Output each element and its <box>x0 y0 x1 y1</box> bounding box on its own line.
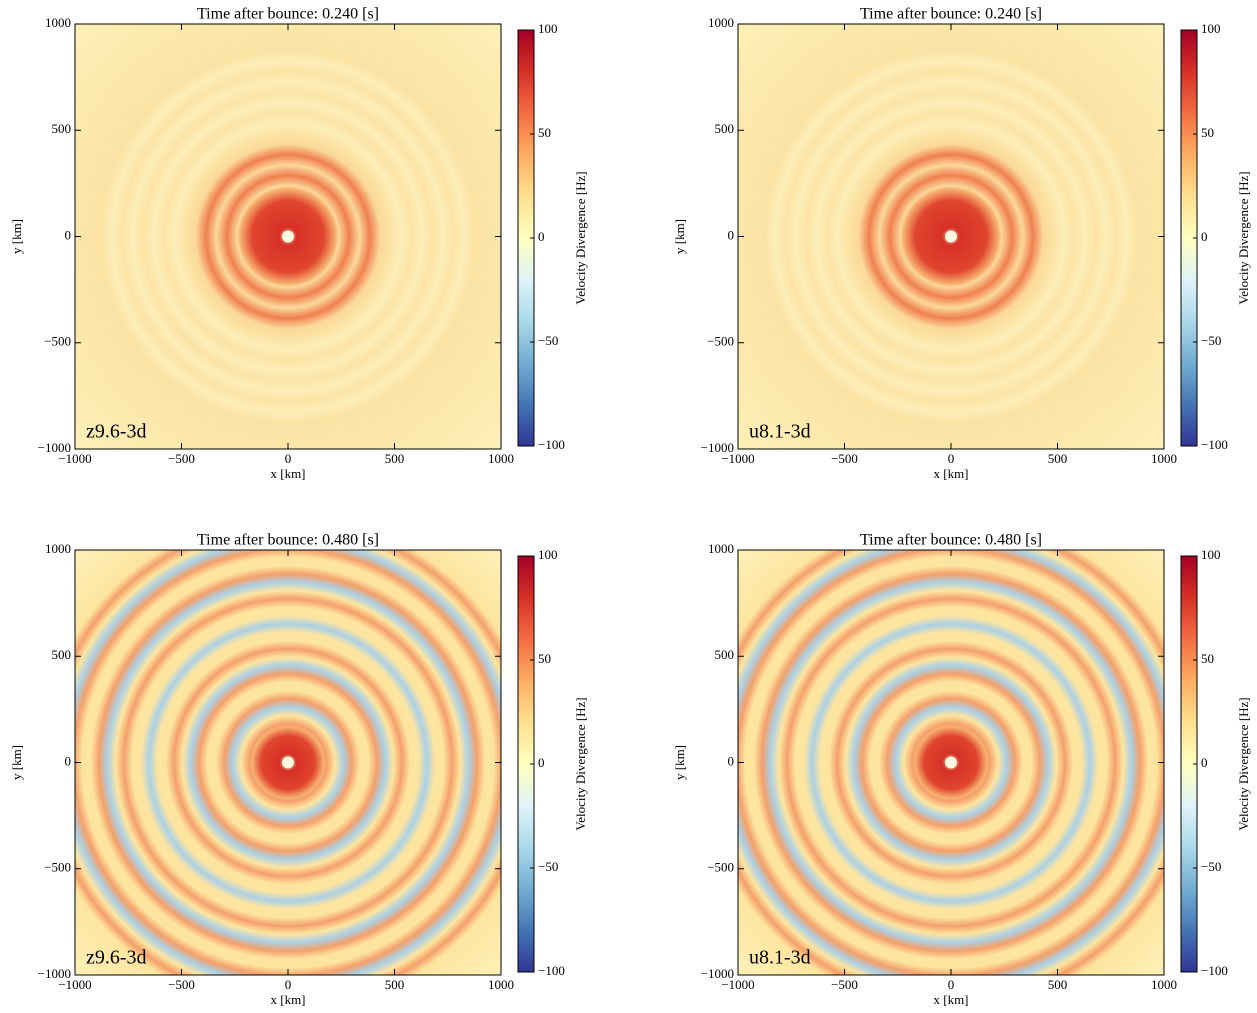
x-axis-label: x [km] <box>270 466 305 481</box>
y-tick-label: 1000 <box>45 541 71 556</box>
y-tick-label: 500 <box>52 121 72 136</box>
colorbar-tick-label: 100 <box>1201 21 1221 36</box>
y-tick-label: −1000 <box>701 966 734 981</box>
colorbar-tick-label: −50 <box>538 333 558 348</box>
colorbar-tick-label: 100 <box>538 21 558 36</box>
axes-title: Time after bounce: 0.240 [s] <box>197 6 379 23</box>
colorbar-tick-label: 100 <box>538 547 558 562</box>
axes-title: Time after bounce: 0.480 [s] <box>197 532 379 549</box>
colorbar-tick-label: −50 <box>1201 333 1221 348</box>
y-tick-label: 500 <box>52 647 72 662</box>
colorbar-tick-label: 0 <box>1201 755 1208 770</box>
colorbar-label: Velocity Divergence [Hz] <box>1236 697 1251 830</box>
y-tick-label: 0 <box>728 227 735 242</box>
x-axis-label: x [km] <box>270 992 305 1007</box>
core <box>282 230 294 243</box>
x-tick-label: 0 <box>948 977 955 992</box>
y-axis-label: y [km] <box>9 745 24 780</box>
y-tick-label: 1000 <box>708 541 734 556</box>
colorbar-tick-label: −100 <box>538 437 565 452</box>
y-tick-label: 0 <box>728 753 735 768</box>
x-tick-label: −1000 <box>58 451 91 466</box>
y-tick-label: −1000 <box>38 966 71 981</box>
colorbar-tick-label: 50 <box>1201 651 1214 666</box>
x-tick-label: 1000 <box>488 451 514 466</box>
x-tick-label: −500 <box>168 451 195 466</box>
y-tick-label: −1000 <box>38 440 71 455</box>
axes-title: Time after bounce: 0.240 [s] <box>860 6 1042 23</box>
y-tick-label: −500 <box>707 334 734 349</box>
y-tick-label: 0 <box>65 227 72 242</box>
x-tick-label: −500 <box>831 977 858 992</box>
y-tick-label: −500 <box>707 860 734 875</box>
y-tick-label: 500 <box>715 121 735 136</box>
y-tick-label: 1000 <box>708 15 734 30</box>
colorbar-tick-label: −100 <box>538 963 565 978</box>
x-tick-label: −500 <box>168 977 195 992</box>
annotation: z9.6-3d <box>86 947 147 969</box>
x-tick-label: 0 <box>285 451 292 466</box>
colorbar-label: Velocity Divergence [Hz] <box>573 171 588 304</box>
core <box>945 756 957 769</box>
y-tick-label: −500 <box>44 860 71 875</box>
y-tick-label: 1000 <box>45 15 71 30</box>
x-axis-label: x [km] <box>933 466 968 481</box>
core <box>945 230 957 243</box>
y-tick-label: −500 <box>44 334 71 349</box>
y-axis-label: y [km] <box>672 219 687 254</box>
x-tick-label: 1000 <box>488 977 514 992</box>
x-tick-label: 1000 <box>1151 451 1177 466</box>
y-tick-label: 0 <box>65 753 72 768</box>
annotation: u8.1-3d <box>749 947 811 969</box>
y-axis-label: y [km] <box>9 219 24 254</box>
colorbar-tick-label: 0 <box>538 229 545 244</box>
colorbar-tick-label: −50 <box>538 859 558 874</box>
colorbar-tick-label: −50 <box>1201 859 1221 874</box>
x-tick-label: 500 <box>1048 977 1068 992</box>
colorbar-tick-label: 0 <box>1201 229 1208 244</box>
x-tick-label: −1000 <box>58 977 91 992</box>
x-tick-label: 500 <box>385 451 405 466</box>
annotation: z9.6-3d <box>86 421 147 443</box>
annotation: u8.1-3d <box>749 421 811 443</box>
colorbar-tick-label: −100 <box>1201 963 1228 978</box>
x-tick-label: 500 <box>385 977 405 992</box>
x-tick-label: −500 <box>831 451 858 466</box>
axes-title: Time after bounce: 0.480 [s] <box>860 532 1042 549</box>
y-axis-label: y [km] <box>672 745 687 780</box>
y-tick-label: −1000 <box>701 440 734 455</box>
x-tick-label: 0 <box>948 451 955 466</box>
x-tick-label: 0 <box>285 977 292 992</box>
colorbar-tick-label: 50 <box>538 125 551 140</box>
colorbar-label: Velocity Divergence [Hz] <box>1236 171 1251 304</box>
colorbar-tick-label: 100 <box>1201 547 1221 562</box>
x-tick-label: −1000 <box>721 977 754 992</box>
x-tick-label: 500 <box>1048 451 1068 466</box>
colorbar-tick-label: 0 <box>538 755 545 770</box>
x-tick-label: 1000 <box>1151 977 1177 992</box>
y-tick-label: 500 <box>715 647 735 662</box>
colorbar-tick-label: 50 <box>538 651 551 666</box>
x-axis-label: x [km] <box>933 992 968 1007</box>
colorbar-tick-label: −100 <box>1201 437 1228 452</box>
colorbar-label: Velocity Divergence [Hz] <box>573 697 588 830</box>
core <box>282 756 294 769</box>
colorbar-tick-label: 50 <box>1201 125 1214 140</box>
x-tick-label: −1000 <box>721 451 754 466</box>
